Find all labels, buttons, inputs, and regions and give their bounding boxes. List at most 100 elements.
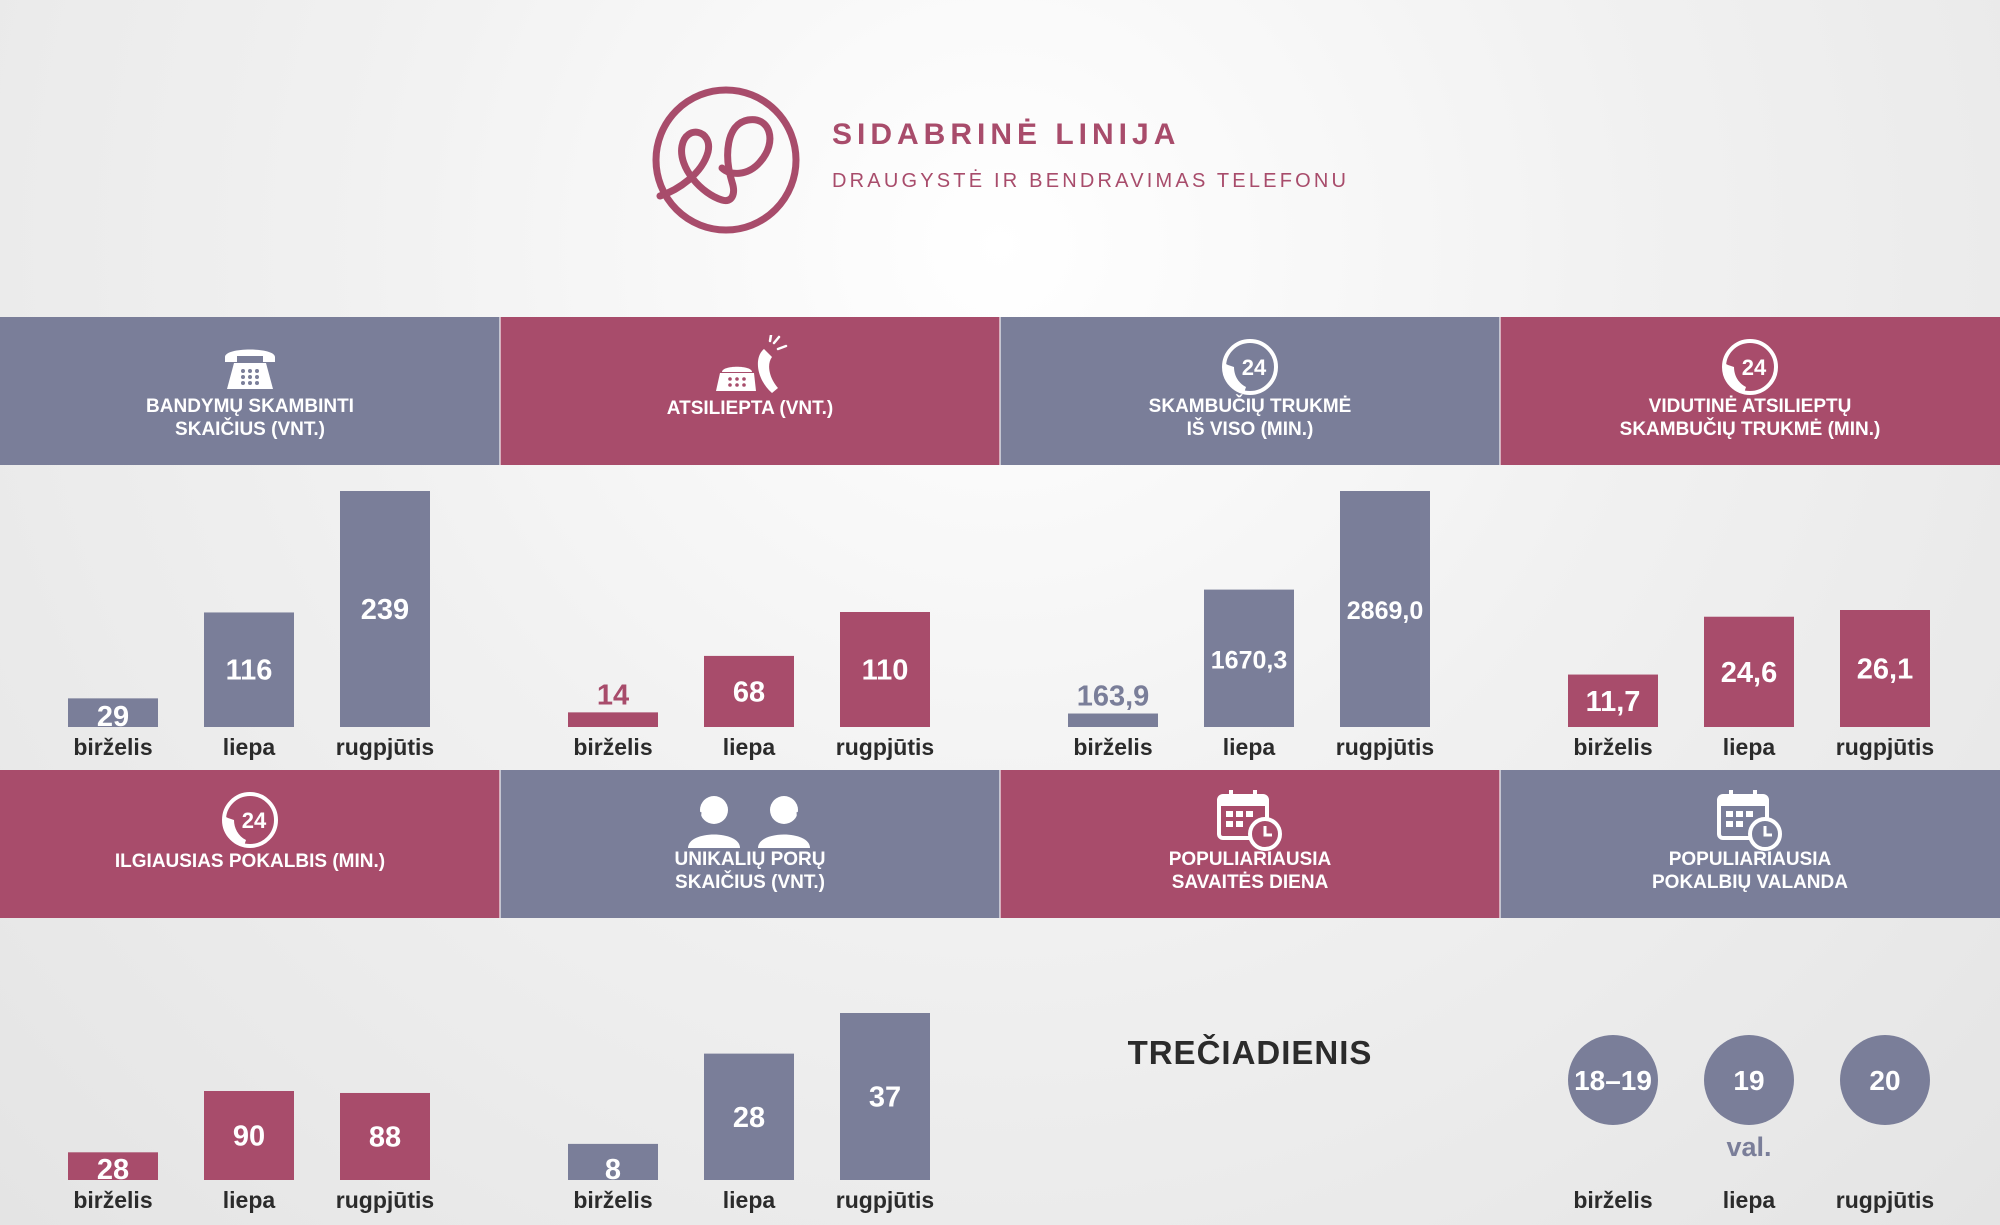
bar-value-label: 163,9 [1077, 681, 1150, 713]
bar-value-label: 88 [369, 1121, 401, 1153]
band-separator [999, 317, 1001, 465]
header-longest-call-title: ILGIAUSIAS POKALBIS (MIN.) [114, 851, 386, 872]
hour-circle-birželis [1568, 1035, 1658, 1125]
ringing-phone-icon [716, 335, 788, 393]
header-answered: ATSILIEPTA (VNT.) [500, 317, 1000, 465]
category-label: liepa [1223, 734, 1276, 760]
calendar-clock-icon [1217, 790, 1282, 851]
bar-birželis [68, 1152, 158, 1180]
bar-value-label: 2869,0 [1347, 597, 1423, 625]
header-unique-pairs: UNIKALIŲ PORŲ SKAIČIUS (VNT.) [500, 770, 1000, 918]
category-label: birželis [73, 734, 152, 760]
category-label: birželis [1573, 734, 1652, 760]
category-label: birželis [1073, 734, 1152, 760]
header-popular-weekday: POPULIARIAUSIA SAVAITĖS DIENA [1000, 770, 1500, 918]
header-average-duration: 24 VIDUTINĖ ATSILIEPTŲ SKAMBUČIŲ TRUKMĖ … [1500, 317, 2000, 465]
category-label: rugpjūtis [836, 1187, 934, 1213]
svg-text:24: 24 [1242, 355, 1267, 380]
band-separator [499, 317, 501, 465]
category-label: rugpjūtis [1836, 734, 1934, 760]
category-label: birželis [573, 734, 652, 760]
rotary-phone-icon [225, 349, 275, 389]
bar-value-label: 8 [605, 1154, 621, 1186]
bar-rugpjūtis [340, 491, 430, 727]
header-band-row1: BANDYMŲ SKAMBINTI SKAIČIUS (VNT.) ATSILI… [0, 317, 2000, 465]
bar-liepa [1704, 616, 1794, 727]
phone-24-icon: 24 [222, 792, 278, 848]
band-separator [999, 770, 1001, 918]
category-label: birželis [73, 1187, 152, 1213]
bar-value-label: 68 [733, 676, 765, 708]
svg-text:24: 24 [1742, 355, 1767, 380]
bar-birželis [68, 698, 158, 727]
bar-birželis [1068, 713, 1158, 727]
bar-value-label: 239 [361, 594, 409, 626]
bar-value-label: 1670,3 [1211, 646, 1287, 674]
header-popular-hour-title: POPULIARIAUSIA POKALBIŲ VALANDA [1652, 849, 1848, 893]
hour-circle-liepa [1704, 1035, 1794, 1125]
category-label: birželis [573, 1187, 652, 1213]
heart-loop-logo-icon [652, 86, 800, 234]
bar-birželis [568, 712, 658, 727]
bar-value-label: 24,6 [1721, 657, 1777, 689]
category-label: rugpjūtis [336, 1187, 434, 1213]
category-label: rugpjūtis [1836, 1187, 1934, 1213]
bar-birželis [1568, 674, 1658, 727]
bar-rugpjūtis [1340, 491, 1430, 727]
popular-weekday-value: TREČIADIENIS [1127, 1034, 1373, 1071]
header-attempts-title: BANDYMŲ SKAMBINTI SKAIČIUS (VNT.) [146, 396, 354, 440]
bar-liepa [1204, 589, 1294, 727]
bar-value-label: 29 [97, 701, 129, 733]
category-label: rugpjūtis [1336, 734, 1434, 760]
header-total-duration: 24 SKAMBUČIŲ TRUKMĖ IŠ VISO (MIN.) [1000, 317, 1500, 465]
bar-value-label: 26,1 [1857, 654, 1913, 686]
bar-value-label: 28 [733, 1102, 765, 1134]
category-label: liepa [723, 734, 776, 760]
category-label: liepa [1723, 1187, 1776, 1213]
category-label: liepa [223, 1187, 276, 1213]
svg-text:24: 24 [242, 808, 267, 833]
hour-value-label: 19 [1733, 1065, 1764, 1096]
bar-rugpjūtis [340, 1092, 430, 1180]
header-average-duration-title: VIDUTINĖ ATSILIEPTŲ SKAMBUČIŲ TRUKMĖ (MI… [1619, 396, 1881, 440]
bar-liepa [204, 1091, 294, 1180]
bar-value-label: 110 [862, 655, 909, 687]
header-band-row2: 24 ILGIAUSIAS POKALBIS (MIN.) UNIKALIŲ P… [0, 770, 2000, 918]
two-callers-icon [688, 796, 810, 848]
bar-value-label: 11,7 [1586, 686, 1641, 718]
bar-birželis [568, 1143, 658, 1180]
brand-subtitle: DRAUGYSTĖ IR BENDRAVIMAS TELEFONU [832, 170, 1350, 192]
phone-24-icon: 24 [1222, 339, 1278, 395]
hour-value-label: 18–19 [1574, 1065, 1652, 1096]
header-answered-title: ATSILIEPTA (VNT.) [666, 398, 834, 419]
header-popular-hour: POPULIARIAUSIA POKALBIŲ VALANDA [1500, 770, 2000, 918]
header-attempts: BANDYMŲ SKAMBINTI SKAIČIUS (VNT.) [0, 317, 500, 465]
header-unique-pairs-title: UNIKALIŲ PORŲ SKAIČIUS (VNT.) [674, 849, 826, 893]
band-separator [1499, 770, 1501, 918]
hour-value-label: 20 [1869, 1065, 1900, 1096]
band-separator [499, 770, 501, 918]
hour-unit-label: val. [1726, 1132, 1771, 1162]
calendar-clock-icon [1717, 790, 1782, 851]
header-total-duration-title: SKAMBUČIŲ TRUKMĖ IŠ VISO (MIN.) [1148, 396, 1352, 440]
bar-liepa [704, 1053, 794, 1180]
category-label: rugpjūtis [836, 734, 934, 760]
bar-rugpjūtis [840, 1013, 930, 1180]
category-label: rugpjūtis [336, 734, 434, 760]
bar-rugpjūtis [1840, 610, 1930, 727]
bar-value-label: 116 [226, 655, 273, 687]
bar-value-label: 28 [97, 1154, 129, 1186]
category-label: birželis [1573, 1187, 1652, 1213]
bar-value-label: 14 [597, 679, 629, 711]
hour-circle-rugpjūtis [1840, 1035, 1930, 1125]
brand-title: SIDABRINĖ LINIJA [832, 118, 1181, 151]
category-label: liepa [223, 734, 276, 760]
bar-value-label: 37 [869, 1082, 901, 1114]
header-popular-weekday-title: POPULIARIAUSIA SAVAITĖS DIENA [1168, 849, 1332, 893]
bar-rugpjūtis [840, 612, 930, 727]
bar-liepa [204, 612, 294, 727]
bar-value-label: 90 [233, 1121, 265, 1153]
category-label: liepa [723, 1187, 776, 1213]
category-label: liepa [1723, 734, 1776, 760]
